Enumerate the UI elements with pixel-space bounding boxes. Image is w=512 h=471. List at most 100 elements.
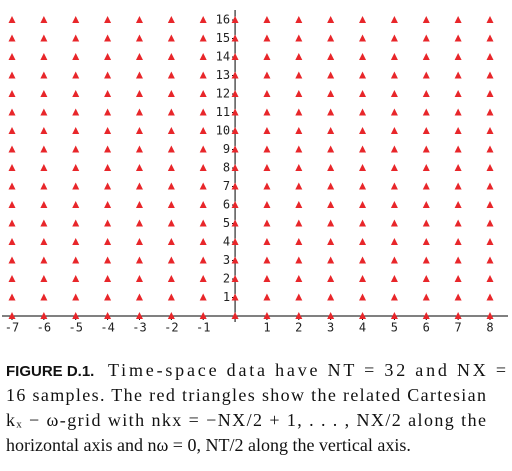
triangle xyxy=(72,164,80,171)
triangle xyxy=(263,108,271,116)
triangle xyxy=(486,201,494,208)
triangle xyxy=(422,53,430,60)
triangle xyxy=(422,219,430,227)
triangle xyxy=(359,108,367,116)
triangle xyxy=(72,182,80,190)
triangle xyxy=(104,108,112,116)
triangle xyxy=(454,201,462,208)
triangle xyxy=(72,256,80,264)
triangle xyxy=(167,90,175,97)
triangle xyxy=(390,219,398,227)
triangle xyxy=(8,127,16,134)
triangle xyxy=(295,164,303,171)
triangle xyxy=(72,201,80,208)
triangle xyxy=(422,201,430,208)
triangle xyxy=(135,127,143,134)
triangle xyxy=(72,16,80,23)
triangle xyxy=(359,16,367,23)
triangle xyxy=(486,164,494,171)
x-tick-label: 2 xyxy=(295,321,302,335)
triangle xyxy=(390,238,398,245)
triangle xyxy=(295,145,303,153)
triangle xyxy=(104,53,112,60)
triangle xyxy=(422,90,430,97)
triangle xyxy=(454,108,462,116)
triangle xyxy=(359,238,367,245)
triangle xyxy=(486,182,494,190)
triangle xyxy=(72,71,80,79)
triangle xyxy=(295,16,303,23)
triangle xyxy=(390,164,398,171)
triangle xyxy=(390,127,398,134)
triangle xyxy=(72,90,80,97)
triangle xyxy=(454,293,462,301)
x-tick-label: -1 xyxy=(196,321,210,335)
triangle xyxy=(454,312,462,319)
triangle xyxy=(263,164,271,171)
triangle xyxy=(72,219,80,227)
triangle xyxy=(40,53,48,60)
triangle xyxy=(231,256,239,264)
triangle xyxy=(454,16,462,23)
triangle xyxy=(40,201,48,208)
caption-line: horizontal axis and nω = 0, NT/2 along t… xyxy=(6,435,411,455)
triangle xyxy=(295,275,303,282)
triangle xyxy=(135,16,143,23)
y-tick-label: 6 xyxy=(223,198,230,212)
triangle xyxy=(72,53,80,60)
triangle xyxy=(231,127,239,134)
triangle xyxy=(295,53,303,60)
triangle xyxy=(40,238,48,245)
x-tick-label: -5 xyxy=(69,321,83,335)
triangle xyxy=(422,164,430,171)
triangle xyxy=(295,256,303,264)
triangle xyxy=(359,164,367,171)
caption-line: Time-space data have NT = 32 and NX = xyxy=(108,360,506,380)
triangle xyxy=(8,182,16,190)
triangle xyxy=(231,182,239,190)
triangle xyxy=(422,312,430,319)
triangle xyxy=(104,238,112,245)
triangle xyxy=(199,34,207,42)
triangle xyxy=(40,275,48,282)
triangle xyxy=(295,34,303,42)
triangle xyxy=(422,16,430,23)
triangle xyxy=(486,71,494,79)
triangle xyxy=(135,256,143,264)
triangle xyxy=(295,108,303,116)
triangle xyxy=(135,312,143,319)
triangle xyxy=(295,238,303,245)
triangle xyxy=(231,71,239,79)
triangle xyxy=(72,34,80,42)
triangle xyxy=(8,201,16,208)
triangle xyxy=(167,108,175,116)
triangle xyxy=(327,145,335,153)
triangle xyxy=(263,293,271,301)
triangle xyxy=(263,275,271,282)
triangle xyxy=(199,238,207,245)
y-tick-label: 2 xyxy=(223,272,230,286)
triangle xyxy=(454,71,462,79)
triangle xyxy=(135,145,143,153)
triangle xyxy=(40,293,48,301)
triangle xyxy=(295,293,303,301)
triangle xyxy=(135,219,143,227)
x-tick-label: 8 xyxy=(486,321,493,335)
triangle xyxy=(486,293,494,301)
triangle xyxy=(104,90,112,97)
triangle xyxy=(231,16,239,23)
triangle xyxy=(390,16,398,23)
triangle xyxy=(167,53,175,60)
triangle xyxy=(167,182,175,190)
triangle xyxy=(327,34,335,42)
triangle xyxy=(263,71,271,79)
triangle xyxy=(327,127,335,134)
triangle xyxy=(8,108,16,116)
triangle xyxy=(104,293,112,301)
triangle xyxy=(359,312,367,319)
triangle xyxy=(454,145,462,153)
x-tick-label: 3 xyxy=(327,321,334,335)
triangle xyxy=(486,34,494,42)
triangle xyxy=(486,145,494,153)
triangle xyxy=(72,238,80,245)
